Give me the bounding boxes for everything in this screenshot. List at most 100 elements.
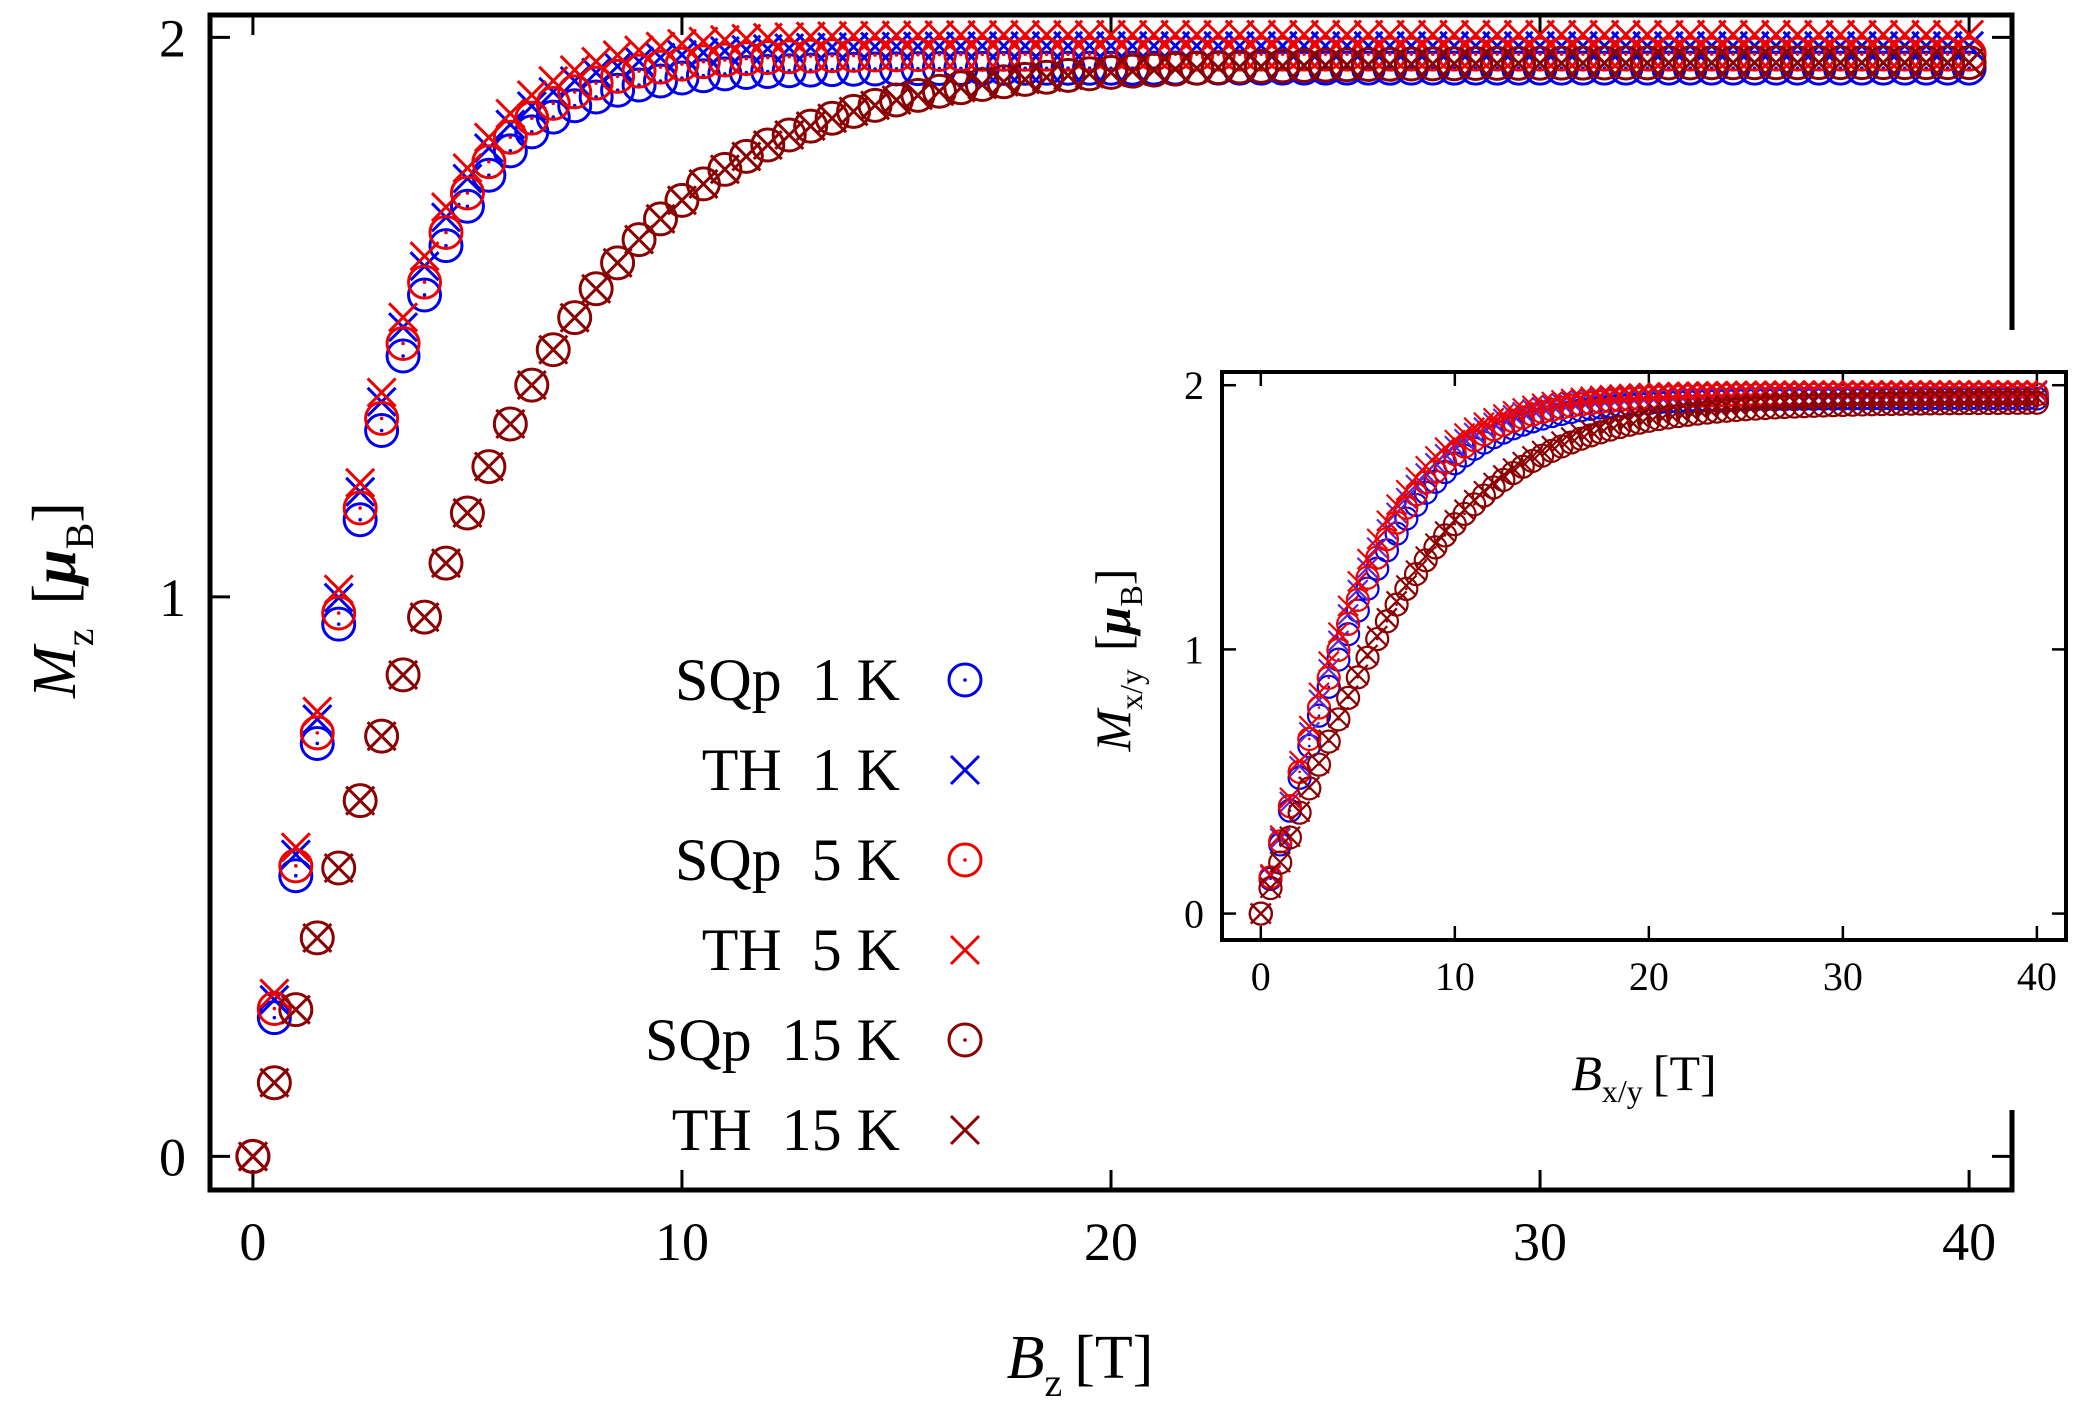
main-point-cross [1310,19,1341,50]
main-point-dot [508,149,513,153]
main-point-circle [1072,36,1108,72]
inset-point-cross [1647,381,1670,404]
main-point-circle [1350,47,1386,83]
main-point-dot [422,293,427,297]
main-point-circle [1908,45,1944,81]
inset-point-circle [1326,637,1351,662]
main-point-dot [465,204,470,209]
main-point-cross [1417,48,1448,79]
inset-point-cross [1638,404,1660,427]
main-point-circle [342,490,378,526]
main-point-circle [1565,36,1601,72]
legend-label: TH 1 K [702,737,900,803]
inset-point-cross [1608,383,1631,406]
main-point-circle [664,46,700,82]
main-point-cross [388,302,419,333]
inset-point-cross [1822,389,1844,411]
main-point-circle [814,38,850,74]
inset-point-cross [1279,825,1301,848]
legend-marker-circle [947,1022,983,1058]
inset-point-circle [1859,392,1885,417]
main-point-cross [302,696,333,727]
main-point-cross [516,370,547,401]
inset-point-cross [1900,379,1922,402]
inset-point-cross [1337,684,1359,707]
inset-point-cross [1987,386,2009,409]
inset-point-dot [1356,598,1360,602]
main-point-circle [535,99,571,135]
main-point-cross [1782,19,1813,50]
main-point-dot [1066,52,1070,57]
inset-point-circle [1898,391,1923,416]
main-point-dot [444,230,448,235]
main-point-cross [945,19,976,50]
main-point-circle [1415,36,1451,72]
main-point-circle [514,367,550,403]
main-point-cross [1696,47,1727,78]
inset-point-circle [1908,391,1933,416]
main-point-dot [1280,52,1285,56]
main-point-circle [728,41,764,77]
main-point-cross [795,32,826,63]
inset-point-dot [1375,556,1379,559]
main-point-cross [1503,48,1534,79]
main-point-cross [859,20,891,51]
main-point-dot [1323,52,1328,56]
main-point-cross [366,721,397,752]
main-point-circle [1372,46,1408,82]
inset-point-cross [1919,379,1941,402]
inset-point-circle [1549,395,1574,420]
main-xtick-label: 0 [239,1212,266,1272]
main-point-cross [1224,19,1255,50]
inset-point-circle [1306,752,1332,777]
main-point-circle [1050,36,1086,72]
main-point-circle [428,215,464,251]
legend-label: SQp 1 K [675,647,900,713]
main-point-circle [1951,45,1987,81]
main-point-circle [1007,36,1043,72]
main-point-dot [1023,52,1027,57]
main-point-dot [1216,52,1221,56]
main-point-cross [237,1141,268,1172]
main-point-cross [1203,19,1234,50]
inset-point-cross [1696,380,1718,403]
main-point-circle [385,325,421,361]
inset-point-cross [1395,479,1418,502]
main-point-circle [407,277,443,313]
main-point-cross [1353,19,1384,50]
main-point-cross [1932,19,1963,50]
main-point-circle [1629,36,1665,72]
inset-point-cross [1385,590,1408,613]
main-point-dot [1516,52,1521,56]
main-point-cross [1718,47,1749,78]
main-point-cross [1010,19,1041,50]
inset-point-cross [1298,715,1321,737]
inset-point-cross [1997,386,2019,409]
main-series-th-5-k [237,19,1985,1172]
main-point-cross [581,273,612,304]
main-point-cross [1439,48,1470,79]
inset-point-circle [1724,397,1749,423]
main-point-circle [1200,50,1236,86]
main-point-cross [1589,19,1620,50]
main-point-cross [924,31,955,62]
main-point-circle [857,37,893,73]
main-xtick-label: 10 [655,1212,709,1272]
main-point-cross [1911,47,1942,78]
main-point-cross [1117,30,1148,61]
main-point-circle [1887,36,1923,72]
main-point-cross [280,832,311,863]
main-point-dot [980,52,985,57]
main-point-cross [1675,19,1706,50]
inset-point-dot [1308,744,1311,748]
main-point-dot [272,1006,277,1011]
main-point-cross [430,191,462,223]
main-point-cross [1417,19,1448,50]
inset-point-dot [1414,572,1418,576]
legend-label: SQp 15 K [645,1007,900,1073]
main-point-dot [894,53,899,57]
main-point-cross [645,203,676,234]
inset-point-circle [1733,397,1758,422]
inset-point-cross [1997,379,2019,402]
